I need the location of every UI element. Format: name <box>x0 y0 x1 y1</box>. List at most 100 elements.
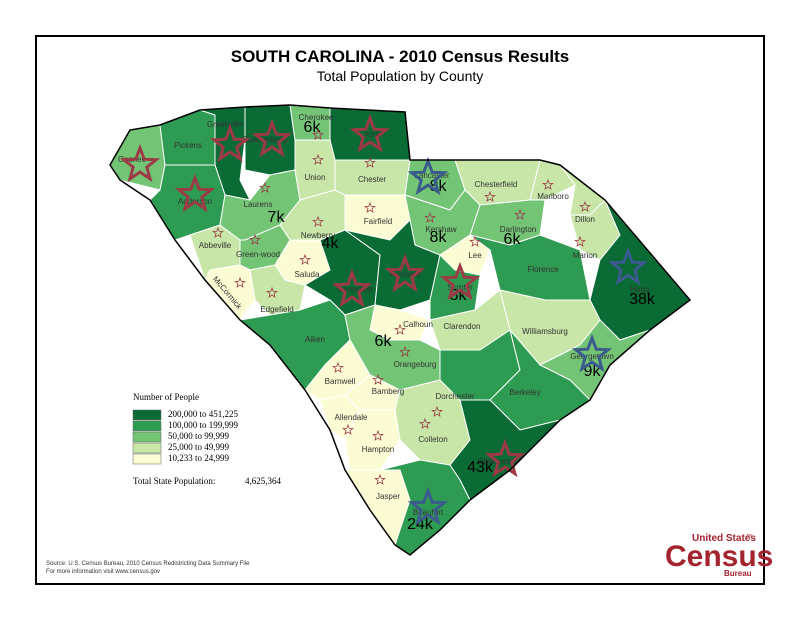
county-label: Dorchester <box>435 392 474 401</box>
big-star <box>119 143 161 183</box>
county-note: 4k <box>322 235 340 252</box>
small-star <box>234 276 246 288</box>
county-label: Horry <box>630 285 650 294</box>
stars <box>119 113 649 526</box>
big-star <box>407 486 449 526</box>
big-star <box>439 261 481 301</box>
county-label: Hampton <box>362 445 394 454</box>
county-label: Lee <box>468 251 482 260</box>
legend-swatch <box>132 453 162 465</box>
legend-label: 25,000 to 49,999 <box>168 442 230 452</box>
county-label: Pickens <box>174 141 202 150</box>
county-note: 43k <box>467 459 494 476</box>
small-star <box>372 429 384 441</box>
big-star <box>571 333 613 373</box>
big-star <box>607 246 649 286</box>
small-star <box>419 417 431 429</box>
county-label: Edgefield <box>260 305 293 314</box>
source-line: Source: U.S. Census Bureau, 2010 Census … <box>46 561 250 567</box>
small-star <box>342 423 354 435</box>
small-star <box>394 323 406 335</box>
county-label: Marion <box>573 251 597 260</box>
frame <box>35 35 765 585</box>
small-star <box>399 345 411 357</box>
county-map: OconeePickensGreenvilleSpartanburgCherok… <box>109 104 692 556</box>
small-star <box>266 286 278 298</box>
county-label: Marlboro <box>537 192 569 201</box>
county-label: Abbeville <box>199 241 232 250</box>
legend: Number of People 200,000 to 451,225100,0… <box>132 392 239 465</box>
small-star <box>312 153 324 165</box>
county-label: Dillon <box>575 215 595 224</box>
county-label: Aiken <box>305 335 325 344</box>
county-label: Saluda <box>295 270 320 279</box>
county-label: Colleton <box>418 435 447 444</box>
county-label: Georgetown <box>570 352 614 361</box>
legend-swatch <box>132 442 162 454</box>
county-label: Lancaster <box>414 171 449 180</box>
logo-tm: ™ <box>746 533 752 540</box>
county-label: Chesterfield <box>475 180 518 189</box>
small-star <box>431 405 443 417</box>
county-label: Newberry <box>301 231 335 240</box>
county-label: Darlington <box>500 225 536 234</box>
big-star <box>407 156 449 196</box>
county-label: Allendale <box>335 413 368 422</box>
legend-swatch <box>132 431 162 443</box>
small-star <box>424 211 436 223</box>
small-star <box>514 208 526 220</box>
county-label: Fairfield <box>364 217 392 226</box>
county-label: Bamberg <box>372 387 404 396</box>
big-star <box>174 173 216 213</box>
county-label: Chester <box>358 175 386 184</box>
small-star <box>259 181 271 193</box>
census-logo: United States ™ Census Bureau <box>665 533 773 578</box>
county-label: Laurens <box>244 200 273 209</box>
county-label: Barnwell <box>325 377 356 386</box>
small-star <box>299 253 311 265</box>
county-note: 9k <box>584 363 602 380</box>
legend-label: 200,000 to 451,225 <box>168 409 239 419</box>
county-label: Lexington <box>338 285 373 294</box>
small-star <box>542 178 554 190</box>
legend-label: 100,000 to 199,999 <box>168 420 239 430</box>
map-title: SOUTH CAROLINA - 2010 Census Results <box>231 47 570 66</box>
county-note: 38k <box>629 291 656 308</box>
small-star <box>469 235 481 247</box>
logo-line: Bureau <box>724 569 752 578</box>
map-subtitle: Total Population by County <box>317 68 484 84</box>
county-label: Florence <box>527 265 559 274</box>
small-star <box>312 215 324 227</box>
county-note: 6k <box>304 119 322 136</box>
county-label: Jasper <box>376 492 400 501</box>
small-star <box>372 373 384 385</box>
small-star <box>374 473 386 485</box>
county-label: Beaufort <box>413 508 444 517</box>
small-star <box>484 190 496 202</box>
legend-title: Number of People <box>133 392 199 402</box>
legend-label: 10,233 to 24,999 <box>168 453 230 463</box>
small-star <box>212 226 224 238</box>
county-label: Calhoun <box>403 320 433 329</box>
county-label: Orangeburg <box>394 360 437 369</box>
county-note: 8k <box>430 229 448 246</box>
county-label: Green-wood <box>236 250 280 259</box>
logo-line: United States <box>692 533 756 544</box>
small-star <box>249 233 261 245</box>
big-star <box>384 253 426 293</box>
total-value: 4,625,364 <box>245 476 282 486</box>
big-star <box>331 268 373 308</box>
source-line: For more information visit www.census.go… <box>46 569 160 575</box>
county-label: Richland <box>389 270 420 279</box>
county-label: York <box>364 130 381 139</box>
legend-swatch <box>132 420 162 432</box>
state-outline <box>109 104 692 556</box>
big-star <box>251 118 293 158</box>
county-note: 6k <box>375 333 393 350</box>
big-star <box>349 113 391 153</box>
small-star <box>364 201 376 213</box>
county-label: Sumter <box>447 283 473 292</box>
legend-label: 50,000 to 99,999 <box>168 431 230 441</box>
logo-line: Census <box>665 540 773 573</box>
